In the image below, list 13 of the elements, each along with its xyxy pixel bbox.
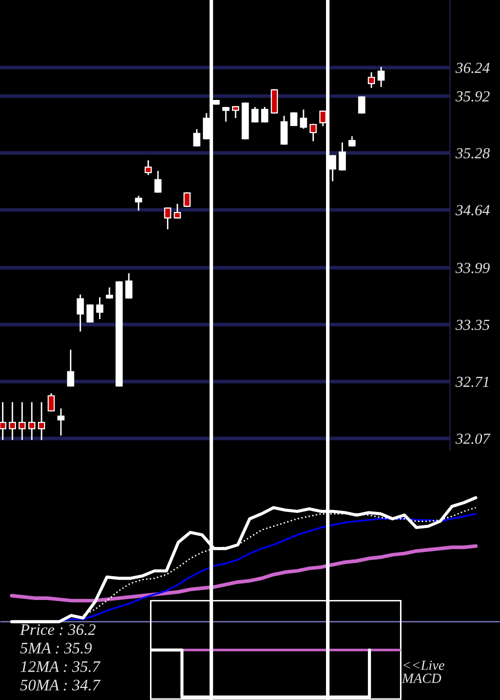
y-tick-label: 35.92 [456, 91, 490, 102]
text: Price : 36.2 [20, 624, 96, 636]
text: <<Live MACD [402, 660, 444, 684]
y-tick-label: 32.71 [456, 376, 488, 388]
text: 5MA : 35.9 [20, 642, 92, 654]
y-tick-label: 33.99 [456, 262, 490, 274]
y-tick-label: 36.24 [456, 62, 490, 74]
text: 12MA : 35.7 [20, 661, 101, 672]
y-tick-label: 32.07 [456, 434, 490, 444]
y-tick-label: 35.28 [456, 148, 490, 158]
text: 50MA : 34.7 [20, 680, 101, 691]
y-tick-label: 33.35 [456, 320, 490, 330]
y-tick-label: 34.64 [456, 205, 490, 216]
